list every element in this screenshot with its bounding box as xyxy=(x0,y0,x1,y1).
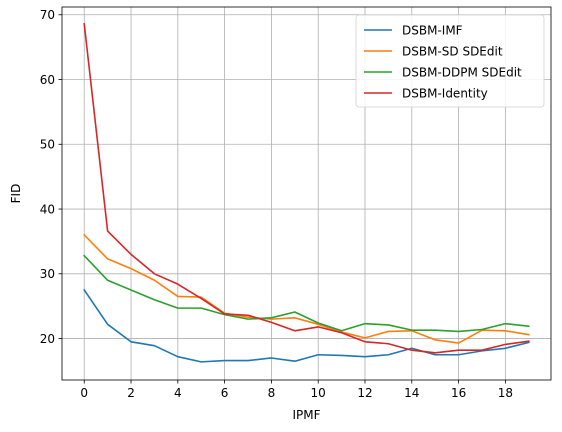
x-tick-label: 10 xyxy=(311,386,326,400)
legend-label: DSBM-Identity xyxy=(402,86,488,100)
legend-box xyxy=(355,14,545,108)
x-tick-label: 16 xyxy=(451,386,466,400)
legend-label: DSBM-IMF xyxy=(402,23,463,37)
x-tick-label: 6 xyxy=(221,386,229,400)
legend: DSBM-IMF DSBM-SD SDEdit DSBM-DDPM SDEdit DS… xyxy=(355,14,545,108)
y-tick-label: 30 xyxy=(40,267,55,281)
series-line-3 xyxy=(83,254,530,333)
x-axis-label: IPMF xyxy=(292,408,320,422)
x-tick-label: 18 xyxy=(498,386,513,400)
series-line-2 xyxy=(83,233,530,344)
series-line-1 xyxy=(83,288,530,363)
grid xyxy=(62,7,551,380)
y-tick-label: 70 xyxy=(40,8,55,22)
y-tick-label: 20 xyxy=(40,332,55,346)
x-tick-label: 2 xyxy=(127,386,135,400)
plot-frame xyxy=(61,6,552,381)
x-tick-label: 8 xyxy=(268,386,276,400)
x-tick-label: 12 xyxy=(357,386,372,400)
legend-label: DSBM-DDPM SDEdit xyxy=(402,65,522,79)
series-lines xyxy=(83,22,530,363)
y-tick-label: 60 xyxy=(40,73,55,87)
series-line-4 xyxy=(83,22,530,354)
y-axis-label: FID xyxy=(9,184,23,204)
x-tick-label: 4 xyxy=(174,386,182,400)
y-tick-label: 50 xyxy=(40,138,55,152)
legend-label: DSBM-SD SDEdit xyxy=(402,44,503,58)
x-axis-ticks: 0 2 4 6 8 10 12 14 16 18 xyxy=(80,380,513,400)
x-tick-label: 14 xyxy=(404,386,419,400)
x-tick-label: 0 xyxy=(80,386,88,400)
y-tick-label: 40 xyxy=(40,202,55,216)
y-axis-ticks: 20 30 40 50 60 70 xyxy=(40,8,62,346)
